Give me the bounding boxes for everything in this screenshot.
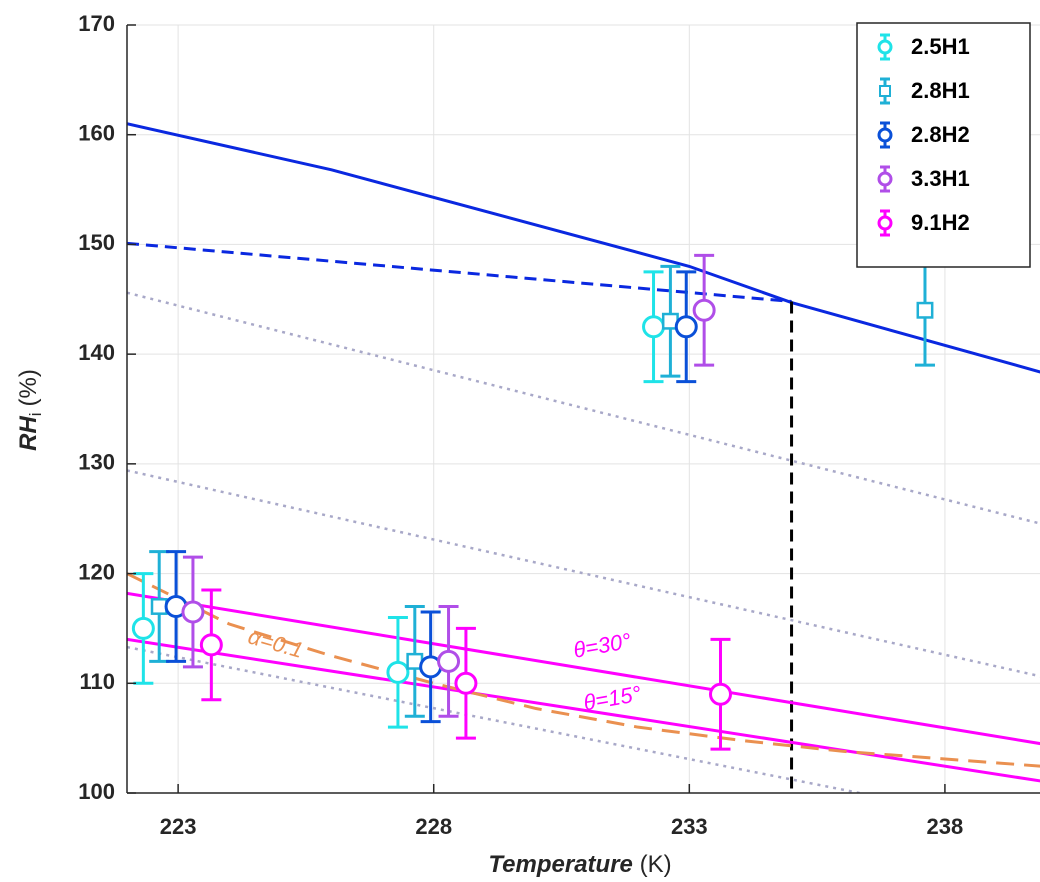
y-tick-label: 100 (78, 779, 115, 804)
x-label-main: Temperature (488, 851, 633, 878)
annotation: θ=30° (571, 628, 633, 663)
marker (709, 682, 733, 706)
annotation: α=0.1 (245, 624, 306, 663)
curve (127, 469, 1040, 678)
legend-label: 2.8H2 (911, 122, 970, 147)
marker (692, 298, 716, 322)
y-label-sub: i (26, 412, 45, 416)
y-label-unit: (%) (15, 369, 42, 406)
marker (674, 315, 698, 339)
legend-label: 9.1H2 (911, 210, 970, 235)
y-axis-label: RHi (%) (15, 369, 45, 451)
x-label-unit: (K) (640, 851, 672, 878)
y-label-main: RH (15, 416, 42, 451)
legend-label: 3.3H1 (911, 166, 970, 191)
legend-marker (877, 39, 893, 55)
legend-marker (877, 215, 893, 231)
x-axis-label: Temperature (K) (488, 851, 671, 878)
curve (127, 637, 1040, 783)
curve (127, 572, 1040, 768)
x-tick-label: 233 (671, 814, 708, 839)
x-tick-label: 223 (160, 814, 197, 839)
marker (916, 301, 934, 319)
y-tick-label: 120 (78, 559, 115, 584)
y-tick-label: 130 (78, 450, 115, 475)
curve (127, 591, 1040, 746)
legend-label: 2.8H1 (911, 78, 970, 103)
y-tick-label: 160 (78, 121, 115, 146)
legend-marker (877, 127, 893, 143)
marker (181, 600, 205, 624)
legend-label: 2.5H1 (911, 34, 970, 59)
marker (199, 633, 223, 657)
annotation: θ=15° (582, 681, 644, 716)
legend: 2.5H1 2.8H1 2.8H2 3.3H1 9.1H2 (856, 22, 1031, 268)
plot-area: θ=30° θ=15° α=0.1 (127, 122, 1040, 793)
curve (127, 122, 1040, 374)
curve (127, 645, 860, 793)
marker (131, 616, 155, 640)
y-tick-label: 150 (78, 230, 115, 255)
curve (127, 241, 792, 303)
curve (127, 291, 1040, 525)
x-tick-label: 238 (927, 814, 964, 839)
legend-marker (877, 171, 893, 187)
y-tick-label: 170 (78, 11, 115, 36)
y-tick-label: 140 (78, 340, 115, 365)
marker (437, 649, 461, 673)
x-tick-label: 228 (415, 814, 452, 839)
marker (454, 671, 478, 695)
y-tick-label: 110 (80, 669, 116, 694)
legend-marker (879, 85, 891, 97)
marker (386, 660, 410, 684)
marker (642, 315, 666, 339)
axes: 100 110 120 130 140 150 160 170 223 228 233 238 (78, 11, 1040, 839)
marker (150, 598, 168, 615)
